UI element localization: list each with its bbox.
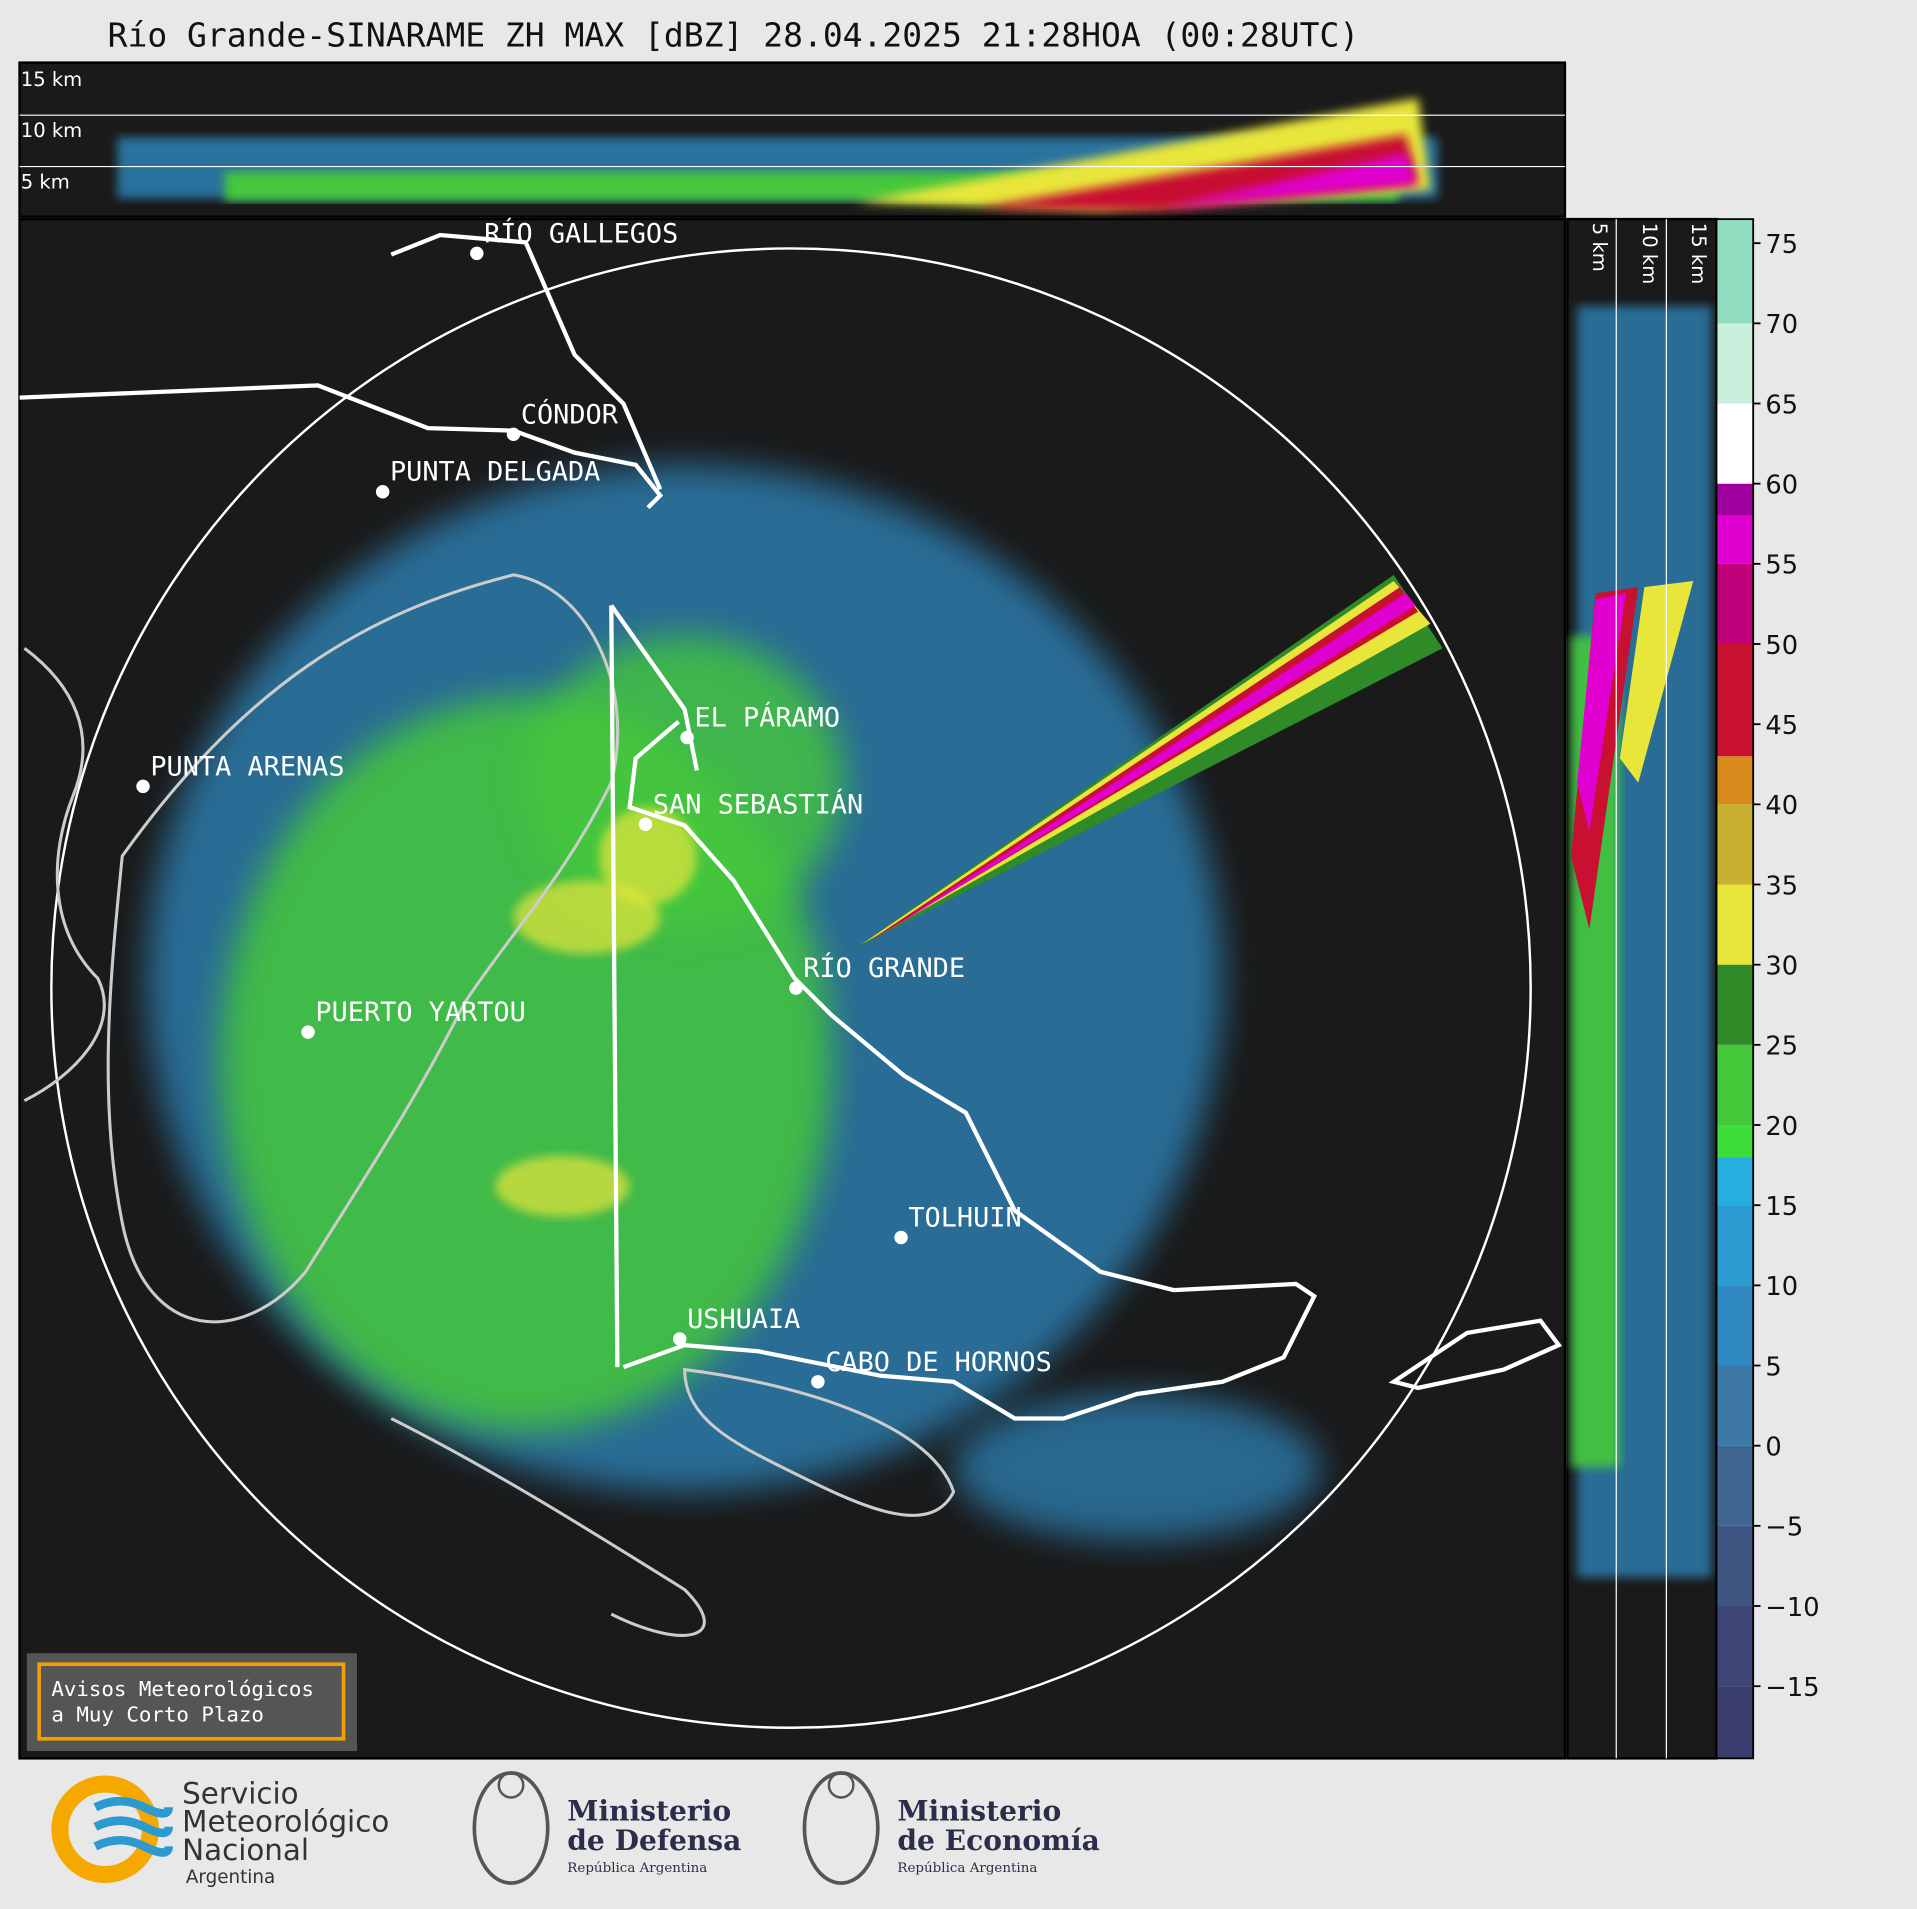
- colorbar-tick-label: 15: [1765, 1192, 1798, 1222]
- side-echo: [1571, 305, 1712, 1578]
- defensa-logo: Ministerio de Defensa República Argentin…: [472, 1771, 741, 1885]
- colorbar-tick-label: 60: [1765, 470, 1798, 500]
- colorbar-tick-label: 5: [1765, 1352, 1781, 1382]
- logo-text: de Defensa: [567, 1824, 741, 1857]
- colorbar-segment: [1716, 1285, 1754, 1366]
- colorbar-segment: [1716, 563, 1754, 645]
- colorbar-segment: [1716, 515, 1754, 564]
- place-dot: [375, 485, 390, 499]
- colorbar-tick-label: 45: [1765, 711, 1798, 741]
- place-dot: [136, 779, 150, 794]
- logo-text: Meteorológico: [182, 1805, 389, 1839]
- colorbar-segment: [1716, 1157, 1754, 1206]
- height-label: 5 km: [21, 171, 70, 194]
- colorbar-segment: [1716, 1445, 1754, 1526]
- height-label: 5 km: [1588, 223, 1611, 272]
- colorbar-tick-label: −5: [1765, 1513, 1803, 1543]
- coastline: [23, 573, 956, 1637]
- colorbar-tick-label: 10: [1765, 1272, 1798, 1302]
- height-label: 10 km: [1638, 223, 1661, 284]
- colorbar-segment: [1716, 483, 1754, 516]
- place-label: CÓNDOR: [521, 398, 619, 430]
- colorbar-segment: [1716, 1044, 1754, 1126]
- places: RÍO GALLEGOS CÓNDOR PUNTA DELGADA EL PÁRAMO…: [136, 217, 1052, 1389]
- place-dot: [506, 427, 521, 442]
- logo-text: Argentina: [186, 1867, 275, 1888]
- logo-text: República Argentina: [897, 1861, 1037, 1876]
- colorbar-tick-label: −15: [1765, 1673, 1819, 1703]
- logo-text: Servicio: [182, 1777, 298, 1811]
- place-label: CABO DE HORNOS: [825, 1347, 1052, 1378]
- place-dot: [301, 1025, 315, 1039]
- colorbar-tick-label: 75: [1765, 230, 1798, 260]
- colorbar-segment: [1716, 964, 1754, 1045]
- colorbar-segment: [1716, 1365, 1754, 1446]
- place-dot: [789, 981, 803, 995]
- logo-text: Ministerio: [567, 1795, 731, 1828]
- colorbar-segment: [1716, 756, 1754, 805]
- place-dot: [470, 246, 484, 261]
- place-label: RÍO GRANDE: [803, 952, 965, 984]
- colorbar-segment: [1716, 884, 1754, 965]
- smn-logo: Servicio Meteorológico Nacional Argentin…: [51, 1775, 389, 1888]
- place-label: RÍO GALLEGOS: [484, 217, 678, 249]
- place-label: SAN SEBASTIÁN: [653, 788, 863, 820]
- logo-text: de Economía: [897, 1824, 1099, 1857]
- colorbar-tick-label: 35: [1765, 871, 1798, 901]
- colorbar-segment: [1716, 1205, 1754, 1286]
- logo-text: Nacional: [182, 1833, 309, 1867]
- title: Río Grande-SINARAME ZH MAX [dBZ] 28.04.2…: [108, 16, 1360, 55]
- colorbar-segment: [1716, 1686, 1754, 1759]
- place-dot: [811, 1375, 825, 1389]
- height-label: 10 km: [21, 119, 82, 142]
- radar-echo: [146, 464, 1443, 1541]
- colorbar-tick-label: 25: [1765, 1032, 1798, 1062]
- place-label: EL PÁRAMO: [694, 701, 840, 733]
- height-label: 15 km: [21, 68, 82, 91]
- place-dot: [680, 730, 694, 745]
- colorbar-tick-label: 20: [1765, 1112, 1798, 1142]
- warning-text: Avisos Meteorológicos: [51, 1677, 314, 1701]
- economia-logo: Ministerio de Economía República Argenti…: [802, 1771, 1100, 1885]
- colorbar-tick-label: 55: [1765, 551, 1798, 581]
- logo-text: Ministerio: [897, 1795, 1061, 1828]
- colorbar-segment: [1716, 644, 1754, 757]
- colorbar-tick-label: 30: [1765, 951, 1798, 981]
- place-dot: [673, 1332, 687, 1346]
- colorbar-segment: [1716, 323, 1754, 404]
- colorbar-segment: [1716, 1125, 1754, 1158]
- colorbar-tick-label: 50: [1765, 631, 1798, 661]
- height-label: 15 km: [1687, 223, 1710, 284]
- colorbar-segment: [1716, 1525, 1754, 1607]
- place-label: TOLHUIN: [908, 1203, 1021, 1234]
- place-dot: [638, 817, 653, 832]
- warning-box[interactable]: [26, 1653, 357, 1752]
- colorbar-segment: [1716, 403, 1754, 484]
- colorbar-segment: [1716, 219, 1754, 324]
- colorbar-tick-label: 70: [1765, 310, 1798, 340]
- colorbar-tick-label: 0: [1765, 1432, 1781, 1462]
- place-label: USHUAIA: [687, 1304, 800, 1335]
- place-dot: [894, 1230, 908, 1245]
- logo-text: República Argentina: [567, 1861, 707, 1876]
- colorbar-tick-label: −10: [1765, 1593, 1819, 1623]
- colorbar-tick-label: 65: [1765, 390, 1798, 420]
- colorbar-segment: [1716, 804, 1754, 885]
- place-label: PUNTA ARENAS: [150, 751, 344, 782]
- place-label: PUNTA DELGADA: [390, 457, 600, 488]
- colorbar-tick-label: 40: [1765, 791, 1798, 821]
- range-ring: [50, 247, 1532, 1730]
- warning-border: [37, 1662, 346, 1741]
- warning-text: a Muy Corto Plazo: [51, 1703, 264, 1727]
- colorbar-frame: [1715, 218, 1755, 1760]
- place-label: PUERTO YARTOU: [315, 997, 525, 1028]
- colorbar-segment: [1716, 1606, 1754, 1687]
- border: [19, 232, 1563, 1421]
